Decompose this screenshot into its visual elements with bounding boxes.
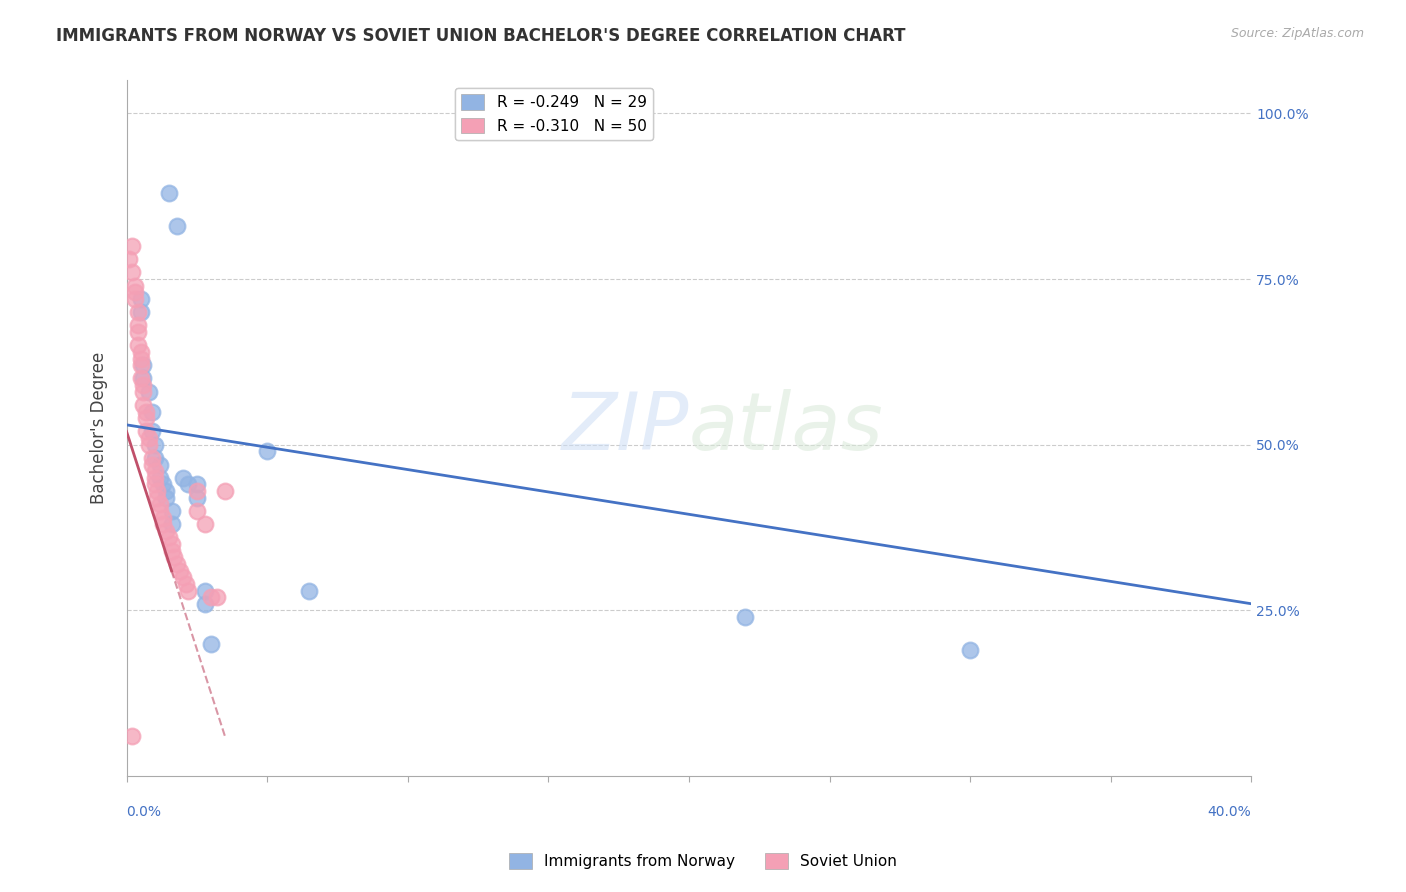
- Point: [132, 384, 155, 399]
- Point: [174, 577, 197, 591]
- Point: [155, 524, 177, 538]
- Point: [127, 305, 149, 319]
- Point: [143, 438, 166, 452]
- Point: [959, 643, 981, 657]
- Point: [129, 305, 152, 319]
- Point: [152, 477, 174, 491]
- Point: [121, 239, 143, 253]
- Point: [135, 411, 157, 425]
- Point: [149, 504, 172, 518]
- Point: [152, 510, 174, 524]
- Point: [166, 219, 188, 233]
- Point: [129, 358, 152, 372]
- Point: [298, 583, 321, 598]
- Text: Source: ZipAtlas.com: Source: ZipAtlas.com: [1230, 27, 1364, 40]
- Point: [157, 531, 180, 545]
- Point: [121, 265, 143, 279]
- Point: [160, 537, 183, 551]
- Point: [141, 404, 163, 418]
- Point: [129, 351, 152, 366]
- Point: [194, 583, 217, 598]
- Point: [146, 484, 169, 499]
- Y-axis label: Bachelor's Degree: Bachelor's Degree: [90, 352, 108, 504]
- Legend: Immigrants from Norway, Soviet Union: Immigrants from Norway, Soviet Union: [502, 847, 904, 875]
- Point: [127, 325, 149, 339]
- Point: [143, 464, 166, 478]
- Point: [186, 484, 208, 499]
- Point: [132, 378, 155, 392]
- Point: [194, 597, 217, 611]
- Point: [132, 371, 155, 385]
- Point: [129, 371, 152, 385]
- Point: [149, 458, 172, 472]
- Point: [141, 450, 163, 465]
- Point: [138, 384, 160, 399]
- Point: [256, 444, 278, 458]
- Point: [149, 497, 172, 511]
- Text: atlas: atlas: [689, 389, 884, 467]
- Text: ZIP: ZIP: [561, 389, 689, 467]
- Point: [124, 278, 146, 293]
- Point: [186, 504, 208, 518]
- Text: 40.0%: 40.0%: [1208, 805, 1251, 819]
- Point: [129, 345, 152, 359]
- Point: [205, 590, 228, 604]
- Point: [160, 517, 183, 532]
- Point: [135, 404, 157, 418]
- Point: [146, 491, 169, 505]
- Point: [135, 425, 157, 439]
- Point: [132, 398, 155, 412]
- Point: [155, 491, 177, 505]
- Point: [186, 477, 208, 491]
- Point: [172, 570, 194, 584]
- Point: [143, 471, 166, 485]
- Point: [141, 425, 163, 439]
- Point: [177, 583, 200, 598]
- Point: [734, 610, 756, 624]
- Point: [194, 517, 217, 532]
- Point: [160, 504, 183, 518]
- Point: [127, 338, 149, 352]
- Point: [118, 252, 141, 267]
- Point: [138, 438, 160, 452]
- Point: [157, 186, 180, 200]
- Point: [200, 636, 222, 650]
- Point: [143, 450, 166, 465]
- Point: [138, 431, 160, 445]
- Point: [200, 590, 222, 604]
- Point: [166, 557, 188, 571]
- Point: [124, 292, 146, 306]
- Point: [169, 564, 191, 578]
- Point: [163, 550, 186, 565]
- Text: IMMIGRANTS FROM NORWAY VS SOVIET UNION BACHELOR'S DEGREE CORRELATION CHART: IMMIGRANTS FROM NORWAY VS SOVIET UNION B…: [56, 27, 905, 45]
- Point: [186, 491, 208, 505]
- Point: [127, 318, 149, 333]
- Point: [129, 292, 152, 306]
- Point: [143, 477, 166, 491]
- Point: [121, 729, 143, 743]
- Point: [132, 358, 155, 372]
- Point: [214, 484, 236, 499]
- Text: 0.0%: 0.0%: [127, 805, 162, 819]
- Point: [177, 477, 200, 491]
- Legend: R = -0.249   N = 29, R = -0.310   N = 50: R = -0.249 N = 29, R = -0.310 N = 50: [456, 88, 652, 140]
- Point: [160, 543, 183, 558]
- Point: [155, 484, 177, 499]
- Point: [141, 458, 163, 472]
- Point: [172, 471, 194, 485]
- Point: [124, 285, 146, 300]
- Point: [152, 517, 174, 532]
- Point: [149, 471, 172, 485]
